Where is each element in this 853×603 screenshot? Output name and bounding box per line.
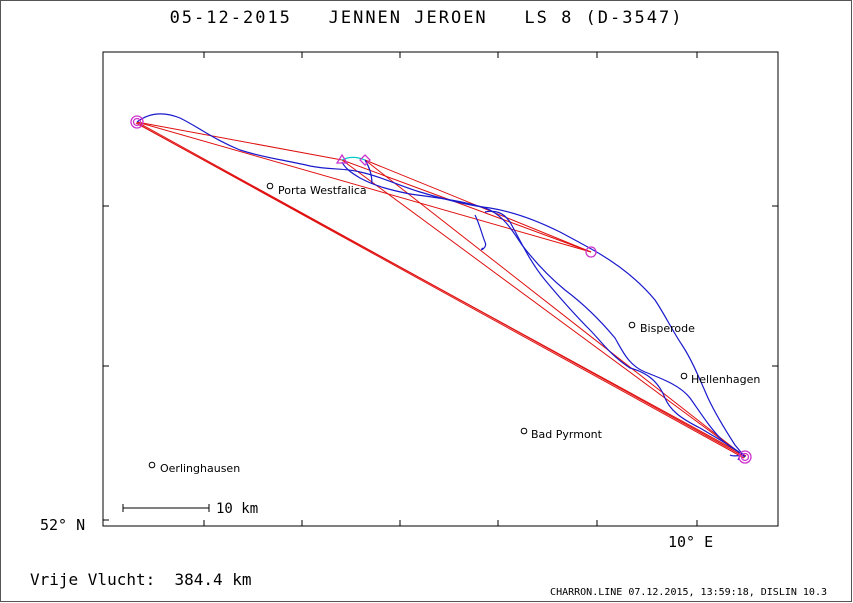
longitude-label: 10° E: [668, 533, 714, 551]
town-marker-bad-pyrmont: [520, 427, 528, 435]
town-label-bad-pyrmont: Bad Pyrmont: [531, 428, 602, 441]
scale-bar: [122, 504, 210, 512]
task-lines: [135, 121, 747, 459]
flight-distance: Vrije Vlucht: 384.4 km: [30, 570, 252, 589]
town-marker-bisperode: [628, 321, 636, 329]
turnpoint-start-inner: [132, 117, 142, 127]
town-label-hellenhagen: Hellenhagen: [691, 373, 761, 386]
scale-label: 10 km: [216, 501, 259, 517]
town-label-porta-westfalica: Porta Westfalica: [278, 184, 367, 197]
turnpoint-3: [585, 246, 597, 258]
axis-ticks: [103, 52, 778, 526]
turnpoint-finish-inner: [740, 452, 750, 462]
town-marker-porta-westfalica: [266, 182, 274, 190]
turnpoint-2: [359, 154, 371, 166]
map-border: [102, 51, 779, 527]
turnpoint-1: [335, 153, 349, 164]
town-label-bisperode: Bisperode: [640, 322, 695, 335]
turnpoints: [130, 115, 752, 464]
town-label-oerlinghausen: Oerlinghausen: [160, 462, 241, 475]
turnpoint-finish: [738, 450, 752, 464]
footer-info: CHARRON.LINE 07.12.2015, 13:59:18, DISLI…: [550, 587, 827, 598]
latitude-label: 52° N: [40, 516, 86, 534]
page-title: 05-12-2015 JENNEN JEROEN LS 8 (D-3547): [169, 8, 684, 28]
town-marker-oerlinghausen: [148, 461, 156, 469]
town-marker-hellenhagen: [680, 372, 688, 380]
turnpoint-start: [130, 115, 144, 129]
town-markers: [148, 182, 688, 469]
gps-track: [136, 113, 746, 461]
